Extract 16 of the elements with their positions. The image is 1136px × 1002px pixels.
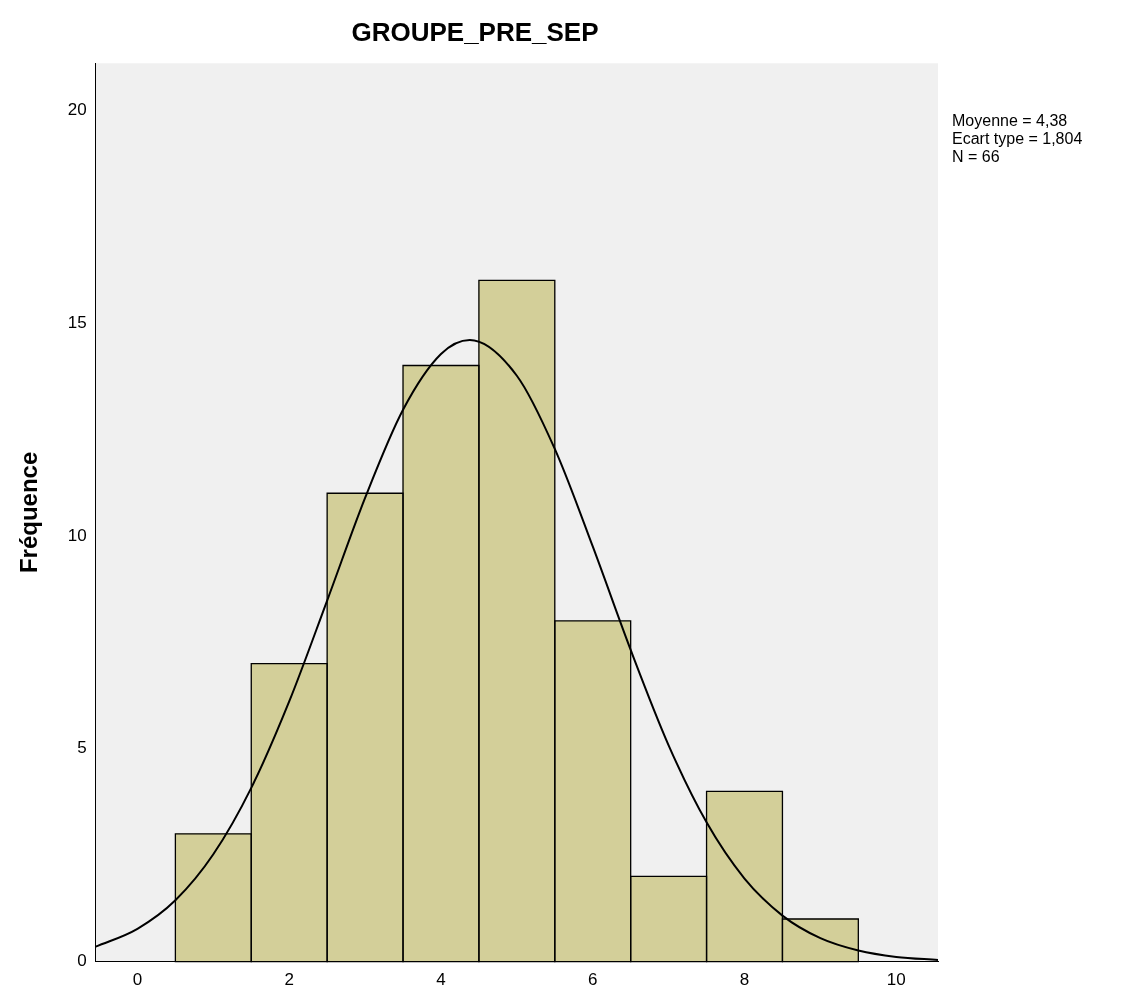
- y-tick-label: 0: [77, 951, 87, 971]
- x-tick-label: 0: [132, 970, 143, 990]
- y-tick-label: 10: [67, 525, 87, 545]
- x-tick-label: 6: [588, 970, 598, 990]
- y-tick-label: 5: [77, 738, 87, 758]
- x-tick-label: 2: [284, 970, 294, 990]
- y-tick-label: 15: [67, 312, 87, 332]
- y-axis-title: Fréquence: [15, 451, 43, 574]
- y-tick-label: 20: [67, 99, 87, 119]
- text: Moyenne = 4,38: [952, 111, 1068, 129]
- x-tick-label: 8: [739, 970, 750, 990]
- x-tick-label: 10: [886, 970, 906, 990]
- x-tick-label: 4: [436, 970, 446, 990]
- chart-title: GROUPE_PRE_SEP: [351, 16, 599, 47]
- text: Ecart type = 1,804: [952, 129, 1083, 147]
- text: N = 66: [952, 147, 1000, 165]
